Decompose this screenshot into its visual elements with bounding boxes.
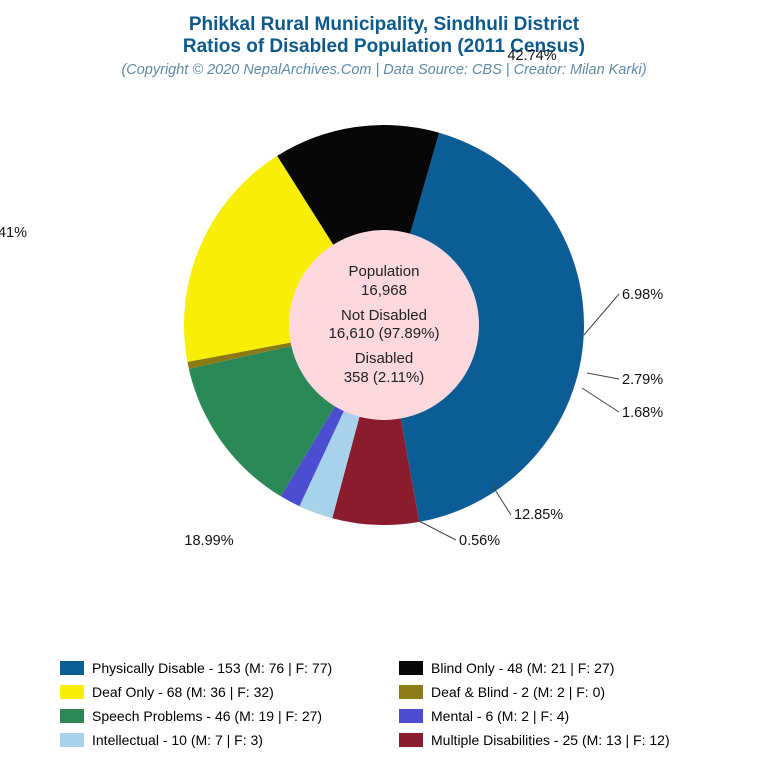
legend-swatch [60, 685, 84, 699]
legend-label: Speech Problems - 46 (M: 19 | F: 27) [92, 708, 322, 724]
center-stat: Disabled358 (2.11%) [329, 350, 440, 388]
legend-label: Deaf Only - 68 (M: 36 | F: 32) [92, 684, 274, 700]
legend-item: Intellectual - 10 (M: 7 | F: 3) [60, 732, 369, 748]
legend-swatch [399, 661, 423, 675]
legend-label: Multiple Disabilities - 25 (M: 13 | F: 1… [431, 732, 670, 748]
legend-item: Multiple Disabilities - 25 (M: 13 | F: 1… [399, 732, 708, 748]
slice-pct-label: 0.56% [459, 533, 500, 549]
legend-item: Physically Disable - 153 (M: 76 | F: 77) [60, 660, 369, 676]
center-stat: Not Disabled16,610 (97.89%) [329, 306, 440, 344]
leader-line [492, 485, 511, 515]
leader-line [584, 294, 619, 335]
title-line-1: Phikkal Rural Municipality, Sindhuli Dis… [0, 14, 768, 36]
slice-pct-label: 6.98% [622, 287, 663, 303]
pie-chart: Population16,968 Not Disabled16,610 (97.8… [134, 75, 634, 575]
legend-label: Blind Only - 48 (M: 21 | F: 27) [431, 660, 614, 676]
leader-line [582, 388, 619, 412]
legend-item: Mental - 6 (M: 2 | F: 4) [399, 708, 708, 724]
legend-label: Intellectual - 10 (M: 7 | F: 3) [92, 732, 263, 748]
legend-swatch [60, 709, 84, 723]
title-line-2: Ratios of Disabled Population (2011 Cens… [0, 36, 768, 58]
legend-swatch [399, 709, 423, 723]
slice-pct-label: 13.41% [0, 225, 27, 241]
legend-item: Speech Problems - 46 (M: 19 | F: 27) [60, 708, 369, 724]
slice-pct-label: 1.68% [622, 405, 663, 421]
title-block: Phikkal Rural Municipality, Sindhuli Dis… [0, 0, 768, 78]
center-stat: Population16,968 [329, 263, 440, 301]
legend-label: Physically Disable - 153 (M: 76 | F: 77) [92, 660, 332, 676]
chart-center-summary: Population16,968 Not Disabled16,610 (97.8… [329, 257, 440, 394]
legend-swatch [399, 733, 423, 747]
legend-item: Blind Only - 48 (M: 21 | F: 27) [399, 660, 708, 676]
slice-pct-label: 42.74% [507, 48, 556, 64]
legend-item: Deaf Only - 68 (M: 36 | F: 32) [60, 684, 369, 700]
legend-label: Deaf & Blind - 2 (M: 2 | F: 0) [431, 684, 605, 700]
leader-line [419, 521, 456, 540]
legend-swatch [60, 661, 84, 675]
legend-label: Mental - 6 (M: 2 | F: 4) [431, 708, 569, 724]
legend-swatch [399, 685, 423, 699]
leader-line [587, 373, 619, 379]
slice-pct-label: 18.99% [184, 533, 233, 549]
legend-swatch [60, 733, 84, 747]
legend: Physically Disable - 153 (M: 76 | F: 77)… [60, 660, 708, 748]
legend-item: Deaf & Blind - 2 (M: 2 | F: 0) [399, 684, 708, 700]
slice-pct-label: 2.79% [622, 372, 663, 388]
slice-pct-label: 12.85% [514, 507, 563, 523]
